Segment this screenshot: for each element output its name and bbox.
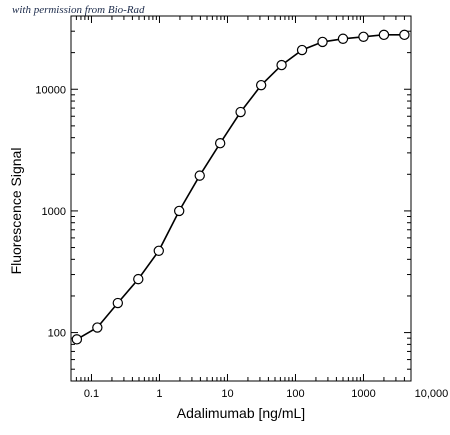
data-point bbox=[337, 33, 349, 44]
data-points bbox=[71, 29, 410, 345]
x-tick-label: 0.1 bbox=[84, 388, 99, 400]
axis-ticks bbox=[70, 15, 412, 382]
data-point bbox=[296, 44, 308, 56]
data-point bbox=[358, 31, 369, 42]
data-point bbox=[133, 273, 144, 285]
data-point bbox=[153, 245, 164, 257]
series-line bbox=[76, 34, 405, 340]
data-point bbox=[71, 334, 83, 345]
data-point bbox=[399, 29, 410, 41]
y-axis-title: Fluorescence Signal bbox=[8, 148, 24, 275]
x-tick-label: 100 bbox=[286, 388, 304, 400]
data-point bbox=[194, 170, 205, 181]
y-tick-labels: 100 1000 10000 bbox=[35, 84, 66, 339]
data-point bbox=[173, 205, 185, 217]
x-tick-labels: 0.1 1 10 100 1000 10,000 bbox=[84, 388, 448, 400]
x-tick-label: 10 bbox=[221, 388, 233, 400]
data-point bbox=[235, 106, 246, 118]
x-tick-label: 1 bbox=[156, 388, 162, 400]
permission-caption: with permission from Bio-Rad bbox=[12, 4, 145, 16]
data-point bbox=[255, 79, 267, 91]
x-axis-title: Adalimumab [ng/mL] bbox=[177, 405, 305, 421]
data-point bbox=[92, 322, 103, 333]
data-point bbox=[214, 138, 226, 149]
data-point bbox=[276, 59, 287, 71]
y-tick-label: 10000 bbox=[35, 84, 66, 96]
data-point bbox=[317, 36, 328, 48]
y-tick-label: 1000 bbox=[42, 206, 66, 218]
plot-frame bbox=[70, 15, 412, 382]
data-point bbox=[378, 29, 390, 41]
x-tick-label: 10,000 bbox=[415, 388, 449, 400]
y-tick-label: 100 bbox=[48, 328, 66, 340]
data-point bbox=[112, 297, 124, 309]
x-tick-label: 1000 bbox=[351, 388, 375, 400]
